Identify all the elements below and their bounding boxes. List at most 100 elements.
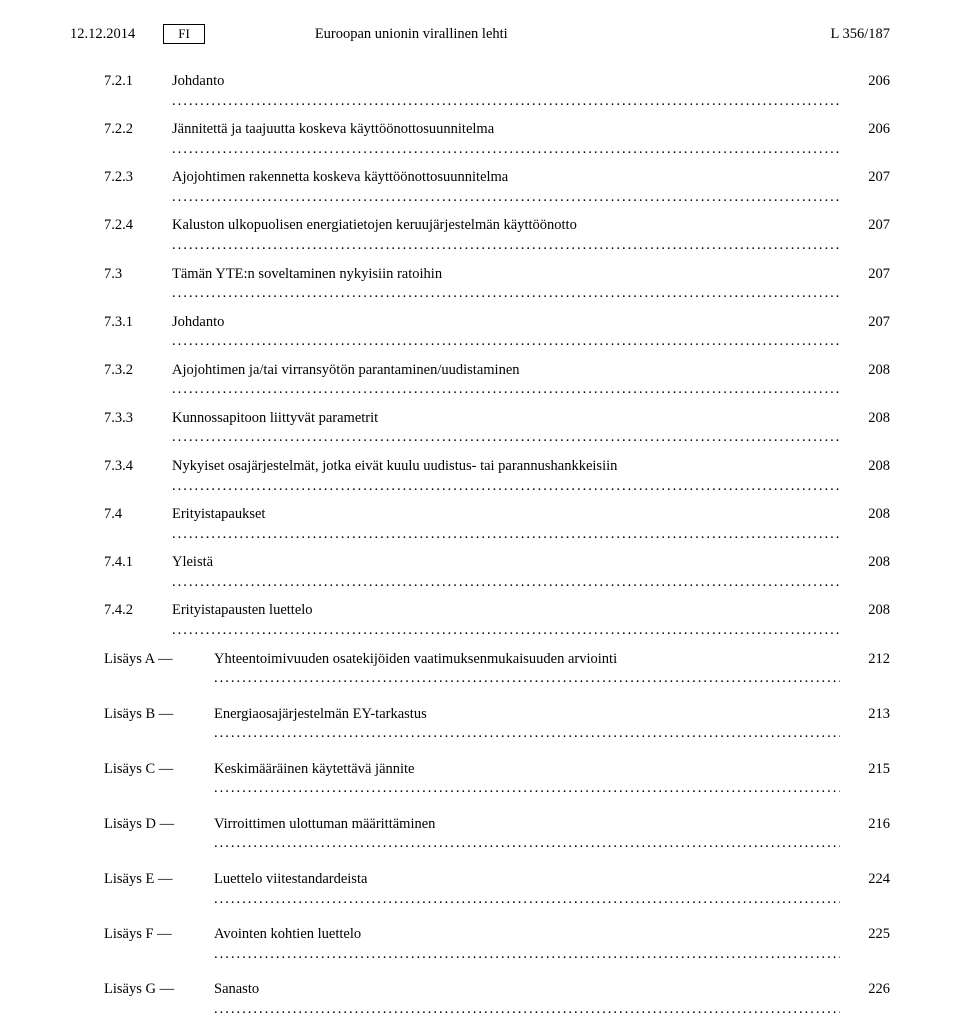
toc-page: 208 [840, 505, 890, 525]
appendix-number: Lisäys A — [104, 650, 214, 670]
appendix-entry: Lisäys F — Avointen kohtien luettelo 225 [104, 925, 890, 964]
toc-label: Erityistapausten luettelo [172, 601, 840, 640]
appendix-label: Sanasto [214, 980, 840, 1019]
page-root: 12.12.2014 FI Euroopan unionin viralline… [0, 0, 960, 720]
appendix-page: 213 [840, 705, 890, 725]
toc-label-text: Erityistapausten luettelo [172, 602, 313, 618]
appendix-number: Lisäys G — [104, 980, 214, 1000]
appendix-entry: Lisäys A — Yhteentoimivuuden osatekijöid… [104, 650, 890, 689]
toc-label-text: Johdanto [172, 73, 224, 89]
toc-label-text: Nykyiset osajärjestelmät, jotka eivät ku… [172, 458, 617, 474]
toc-page: 207 [840, 313, 890, 333]
toc-label-text: Tämän YTE:n soveltaminen nykyisiin ratoi… [172, 266, 442, 282]
toc-page: 208 [840, 457, 890, 477]
toc-page: 206 [840, 72, 890, 92]
toc-entry: 7.4.1 Yleistä 208 [104, 553, 890, 592]
toc-number: 7.3.3 [104, 409, 172, 429]
appendix-entry: Lisäys C — Keskimääräinen käytettävä jän… [104, 760, 890, 799]
toc-page: 207 [840, 216, 890, 236]
toc-label: Yleistä [172, 553, 840, 592]
appendix-label-text: Virroittimen ulottuman määrittäminen [214, 816, 435, 832]
toc-number: 7.3.4 [104, 457, 172, 477]
toc-page: 208 [840, 409, 890, 429]
appendix-label-text: Keskimääräinen käytettävä jännite [214, 761, 415, 777]
appendix-number: Lisäys B — [104, 705, 214, 725]
appendix-entry: Lisäys E — Luettelo viitestandardeista 2… [104, 870, 890, 909]
toc-page: 208 [840, 553, 890, 573]
appendix-page: 212 [840, 650, 890, 670]
toc-label: Johdanto [172, 313, 840, 352]
appendix-label-text: Avointen kohtien luettelo [214, 926, 361, 942]
toc-label-text: Ajojohtimen ja/tai virransyötön parantam… [172, 362, 520, 378]
toc-label: Tämän YTE:n soveltaminen nykyisiin ratoi… [172, 265, 840, 304]
appendix-number: Lisäys C — [104, 760, 214, 780]
toc-entry: 7.4.2 Erityistapausten luettelo 208 [104, 601, 890, 640]
toc-entry: 7.3.2 Ajojohtimen ja/tai virransyötön pa… [104, 361, 890, 400]
toc-label: Ajojohtimen ja/tai virransyötön parantam… [172, 361, 840, 400]
appendix-page: 225 [840, 925, 890, 945]
toc-label: Ajojohtimen rakennetta koskeva käyttööno… [172, 168, 840, 207]
toc-label: Johdanto [172, 72, 840, 111]
appendix-entry: Lisäys D — Virroittimen ulottuman määrit… [104, 815, 890, 854]
toc-entry: 7.2.3 Ajojohtimen rakennetta koskeva käy… [104, 168, 890, 207]
toc-page: 207 [840, 265, 890, 285]
toc-number: 7.3.2 [104, 361, 172, 381]
appendix-page: 224 [840, 870, 890, 890]
toc-number: 7.2.3 [104, 168, 172, 188]
appendix-label-text: Energiaosajärjestelmän EY-tarkastus [214, 706, 427, 722]
appendix-label: Avointen kohtien luettelo [214, 925, 840, 964]
toc-label: Kaluston ulkopuolisen energiatietojen ke… [172, 216, 840, 255]
header-page-ref: L 356/187 [831, 26, 890, 43]
toc-label-text: Kunnossapitoon liittyvät parametrit [172, 410, 378, 426]
toc-number: 7.4.1 [104, 553, 172, 573]
toc-label-text: Johdanto [172, 314, 224, 330]
toc-number: 7.3 [104, 265, 172, 285]
toc-entry: 7.3.4 Nykyiset osajärjestelmät, jotka ei… [104, 457, 890, 496]
toc-number: 7.3.1 [104, 313, 172, 333]
appendix-number: Lisäys D — [104, 815, 214, 835]
toc-label-text: Kaluston ulkopuolisen energiatietojen ke… [172, 217, 577, 233]
appendix-label-text: Luettelo viitestandardeista [214, 871, 367, 887]
toc-entry: 7.3.3 Kunnossapitoon liittyvät parametri… [104, 409, 890, 448]
appendix-section: Lisäys A — Yhteentoimivuuden osatekijöid… [104, 650, 890, 1019]
toc-entry: 7.2.1 Johdanto 206 [104, 72, 890, 111]
toc-page: 206 [840, 120, 890, 140]
toc-number: 7.4 [104, 505, 172, 525]
toc-page: 208 [840, 601, 890, 621]
appendix-page: 216 [840, 815, 890, 835]
toc-entry: 7.3.1 Johdanto 207 [104, 313, 890, 352]
toc-entry: 7.2.4 Kaluston ulkopuolisen energiatieto… [104, 216, 890, 255]
toc-label: Erityistapaukset [172, 505, 840, 544]
toc-page: 208 [840, 361, 890, 381]
toc-entry: 7.4 Erityistapaukset 208 [104, 505, 890, 544]
toc-number: 7.4.2 [104, 601, 172, 621]
toc-label-text: Erityistapaukset [172, 506, 265, 522]
toc-number: 7.2.4 [104, 216, 172, 236]
toc-page: 207 [840, 168, 890, 188]
appendix-label: Yhteentoimivuuden osatekijöiden vaatimuk… [214, 650, 840, 689]
appendix-label-text: Yhteentoimivuuden osatekijöiden vaatimuk… [214, 651, 617, 667]
toc-entry: 7.2.2 Jännitettä ja taajuutta koskeva kä… [104, 120, 890, 159]
appendix-entry: Lisäys G — Sanasto 226 [104, 980, 890, 1019]
header-date: 12.12.2014 [70, 26, 135, 43]
appendix-entry: Lisäys B — Energiaosajärjestelmän EY-tar… [104, 705, 890, 744]
appendix-label: Luettelo viitestandardeista [214, 870, 840, 909]
toc-label-text: Ajojohtimen rakennetta koskeva käyttööno… [172, 169, 508, 185]
appendix-page: 215 [840, 760, 890, 780]
appendix-label: Virroittimen ulottuman määrittäminen [214, 815, 840, 854]
appendix-number: Lisäys E — [104, 870, 214, 890]
running-header: 12.12.2014 FI Euroopan unionin viralline… [70, 24, 890, 44]
toc-label: Kunnossapitoon liittyvät parametrit [172, 409, 840, 448]
toc-label: Jännitettä ja taajuutta koskeva käyttöön… [172, 120, 840, 159]
appendix-number: Lisäys F — [104, 925, 214, 945]
header-lang-box: FI [163, 24, 205, 44]
appendix-label: Keskimääräinen käytettävä jännite [214, 760, 840, 799]
toc-number: 7.2.1 [104, 72, 172, 92]
header-journal-title: Euroopan unionin virallinen lehti [315, 26, 831, 43]
toc-label-text: Yleistä [172, 554, 213, 570]
toc-entry: 7.3 Tämän YTE:n soveltaminen nykyisiin r… [104, 265, 890, 304]
appendix-label-text: Sanasto [214, 981, 259, 997]
appendix-page: 226 [840, 980, 890, 1000]
toc-label-text: Jännitettä ja taajuutta koskeva käyttöön… [172, 121, 494, 137]
toc-label: Nykyiset osajärjestelmät, jotka eivät ku… [172, 457, 840, 496]
